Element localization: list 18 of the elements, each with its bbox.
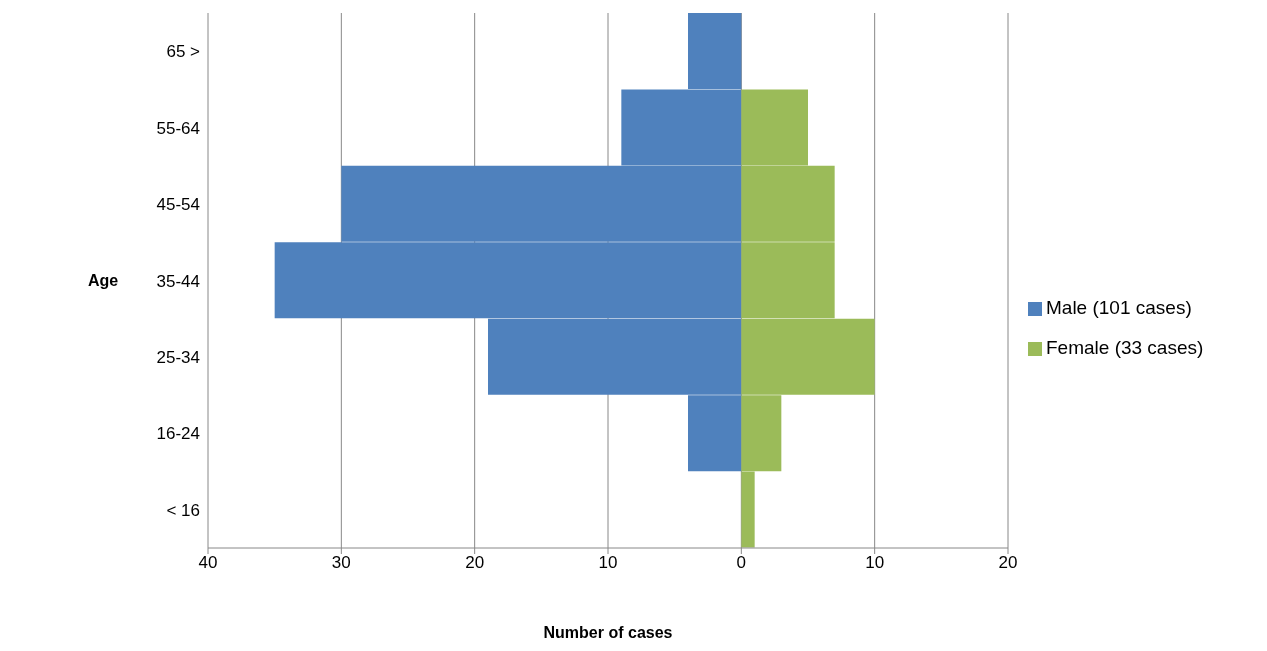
x-tick-label: 40 bbox=[198, 553, 218, 573]
x-tick-label: 30 bbox=[331, 553, 351, 573]
y-tick-label: 55-64 bbox=[156, 118, 200, 138]
x-tick-label: 20 bbox=[465, 553, 485, 573]
x-tick-label: 20 bbox=[998, 553, 1018, 573]
y-tick-label: 16-24 bbox=[156, 424, 200, 444]
x-axis-title: Number of cases bbox=[543, 624, 673, 641]
legend-label: Male (101 cases) bbox=[1046, 297, 1192, 318]
y-axis-title: Age bbox=[88, 272, 119, 290]
x-tick-label: 10 bbox=[865, 553, 885, 573]
y-tick-label: 25-34 bbox=[156, 347, 200, 367]
x-tick-label: 0 bbox=[736, 553, 747, 573]
y-tick-label: 35-44 bbox=[156, 271, 200, 291]
x-tick-label: 10 bbox=[598, 553, 618, 573]
legend-label: Female (33 cases) bbox=[1046, 337, 1204, 358]
y-tick-label: < 16 bbox=[166, 500, 200, 520]
y-tick-label: 65 > bbox=[166, 42, 201, 62]
y-tick-label: 45-54 bbox=[156, 195, 200, 215]
